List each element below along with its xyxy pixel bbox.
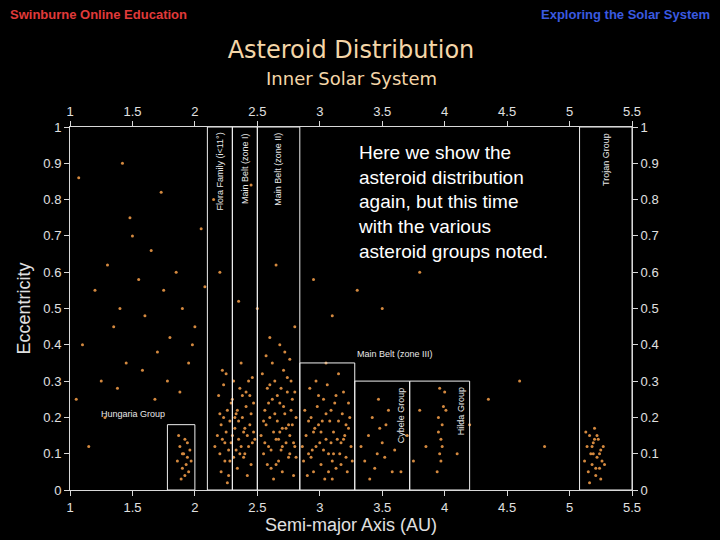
svg-text:1: 1 bbox=[641, 120, 648, 135]
svg-text:Semi-major Axis (AU): Semi-major Axis (AU) bbox=[265, 515, 437, 535]
svg-text:0.3: 0.3 bbox=[43, 374, 61, 389]
svg-text:0.2: 0.2 bbox=[641, 410, 659, 425]
svg-text:0.6: 0.6 bbox=[43, 265, 61, 280]
svg-text:5: 5 bbox=[566, 500, 573, 515]
svg-text:Main Belt (zone II): Main Belt (zone II) bbox=[273, 133, 283, 206]
svg-text:2.5: 2.5 bbox=[248, 500, 266, 515]
svg-text:0.2: 0.2 bbox=[43, 410, 61, 425]
svg-text:5.5: 5.5 bbox=[623, 104, 641, 119]
svg-text:0.4: 0.4 bbox=[641, 337, 659, 352]
svg-text:0.1: 0.1 bbox=[43, 446, 61, 461]
svg-text:1: 1 bbox=[54, 120, 61, 135]
svg-text:0.3: 0.3 bbox=[641, 374, 659, 389]
svg-text:0.6: 0.6 bbox=[641, 265, 659, 280]
svg-text:0.5: 0.5 bbox=[43, 301, 61, 316]
svg-text:1.5: 1.5 bbox=[123, 104, 141, 119]
svg-text:Trojan Group: Trojan Group bbox=[601, 133, 611, 186]
svg-text:Cybele Group: Cybele Group bbox=[396, 388, 406, 444]
svg-text:1: 1 bbox=[66, 500, 73, 515]
svg-text:Eccentricity: Eccentricity bbox=[14, 262, 34, 354]
svg-text:Swinburne Online Education: Swinburne Online Education bbox=[10, 7, 187, 22]
svg-text:0.8: 0.8 bbox=[641, 192, 659, 207]
svg-text:0: 0 bbox=[54, 483, 61, 498]
svg-text:3.5: 3.5 bbox=[373, 500, 391, 515]
svg-text:Hilda Group: Hilda Group bbox=[456, 387, 466, 435]
svg-text:3: 3 bbox=[316, 104, 323, 119]
svg-text:0: 0 bbox=[641, 483, 648, 498]
svg-text:2.5: 2.5 bbox=[248, 104, 266, 119]
svg-text:0.4: 0.4 bbox=[43, 337, 61, 352]
svg-text:5: 5 bbox=[566, 104, 573, 119]
svg-text:3: 3 bbox=[316, 500, 323, 515]
svg-text:Exploring the Solar System: Exploring the Solar System bbox=[541, 7, 710, 22]
svg-text:3.5: 3.5 bbox=[373, 104, 391, 119]
svg-text:0.1: 0.1 bbox=[641, 446, 659, 461]
svg-text:0.9: 0.9 bbox=[641, 156, 659, 171]
svg-text:Here we show theasteroid distr: Here we show theasteroid distributionaga… bbox=[358, 142, 548, 262]
svg-text:Flora Family (i<11°): Flora Family (i<11°) bbox=[215, 132, 225, 210]
svg-text:4.5: 4.5 bbox=[498, 104, 516, 119]
svg-text:2: 2 bbox=[191, 500, 198, 515]
svg-text:0.7: 0.7 bbox=[641, 228, 659, 243]
svg-text:1.5: 1.5 bbox=[123, 500, 141, 515]
svg-text:4.5: 4.5 bbox=[498, 500, 516, 515]
svg-text:2: 2 bbox=[191, 104, 198, 119]
svg-text:Main Belt (zone I): Main Belt (zone I) bbox=[240, 133, 250, 204]
svg-text:4: 4 bbox=[441, 500, 448, 515]
svg-text:4: 4 bbox=[441, 104, 448, 119]
svg-text:0.9: 0.9 bbox=[43, 156, 61, 171]
svg-text:Main Belt (zone III): Main Belt (zone III) bbox=[357, 349, 433, 359]
svg-text:Asteroid Distribution: Asteroid Distribution bbox=[228, 36, 475, 64]
svg-text:Hungaria Group: Hungaria Group bbox=[101, 409, 165, 419]
svg-text:0.5: 0.5 bbox=[641, 301, 659, 316]
svg-text:5.5: 5.5 bbox=[623, 500, 641, 515]
svg-text:0.8: 0.8 bbox=[43, 192, 61, 207]
svg-text:0.7: 0.7 bbox=[43, 228, 61, 243]
svg-text:Inner Solar System: Inner Solar System bbox=[266, 68, 437, 89]
svg-text:1: 1 bbox=[66, 104, 73, 119]
